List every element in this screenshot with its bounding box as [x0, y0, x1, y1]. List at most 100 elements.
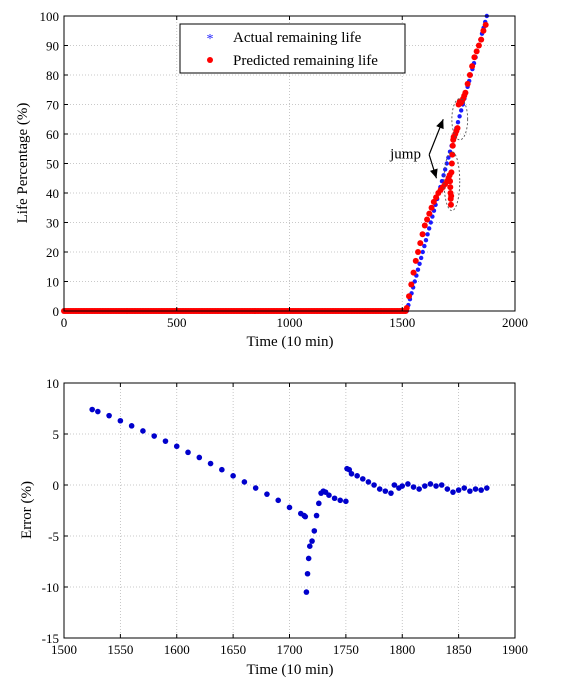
- jump-arrowhead: [429, 168, 438, 179]
- jump-highlight-ellipse: [451, 98, 469, 141]
- error-point: [337, 497, 344, 504]
- life-percentage-chart: 0 500 1000 1500 2000 0 10 20 30 40 50 60 70 80 90 100 T…: [15, 9, 528, 350]
- error-point: [230, 473, 236, 479]
- actual-life-point: [441, 173, 446, 178]
- jump-annotation-text: jump: [389, 147, 421, 163]
- error-point: [438, 482, 445, 488]
- error-point: [302, 513, 309, 520]
- error-point: [331, 495, 338, 502]
- error-point: [410, 484, 417, 490]
- x-tick-label: 1600: [164, 642, 190, 657]
- predicted-life-point: [482, 21, 489, 28]
- predicted-life-point: [428, 204, 435, 211]
- predicted-life-point: [415, 249, 422, 255]
- legend-box: [179, 23, 406, 74]
- error-point: [117, 417, 124, 424]
- x-axis-label: Time (10 min): [247, 334, 334, 350]
- error-point: [185, 449, 191, 456]
- error-point: [348, 470, 355, 477]
- error-point: [467, 488, 473, 494]
- actual-life-point: [418, 255, 424, 261]
- predicted-life-point: [417, 240, 424, 247]
- error-point: [433, 483, 439, 489]
- predicted-life-point: [480, 27, 487, 34]
- predicted-life-point: [412, 257, 419, 264]
- predicted-life-point: [430, 198, 437, 205]
- y-tick-label: 5: [53, 427, 60, 442]
- y-tick-label: 60: [46, 127, 59, 142]
- x-tick-label: 1700: [277, 642, 303, 657]
- y-tick-label: 90: [46, 39, 59, 54]
- predicted-life-point: [478, 36, 485, 43]
- error-point: [343, 498, 349, 505]
- predicted-life-point: [448, 169, 455, 176]
- error-point: [354, 473, 360, 479]
- error-point: [106, 412, 112, 419]
- predicted-life-point: [449, 151, 456, 158]
- x-tick-label: 1500: [51, 642, 77, 657]
- error-point: [405, 481, 411, 487]
- error-point: [444, 486, 451, 492]
- y-axis-label: Life Percentage (%): [15, 103, 31, 224]
- error-point: [309, 538, 315, 544]
- x-tick-label: 1550: [107, 642, 133, 657]
- error-point: [304, 570, 311, 577]
- actual-life-point: [425, 232, 430, 237]
- error-point: [391, 482, 398, 488]
- actual-life-point: [442, 167, 448, 172]
- x-tick-label: 500: [167, 315, 187, 330]
- error-point: [416, 486, 422, 492]
- legend: * Actual remaining life Predicted remain…: [179, 23, 406, 74]
- predicted-life-point: [424, 216, 431, 223]
- error-point: [399, 483, 406, 489]
- actual-life-point: [412, 279, 417, 284]
- error-point: [173, 443, 180, 450]
- predicted-life-point: [447, 201, 454, 208]
- error-point: [427, 481, 434, 487]
- error-point: [196, 454, 203, 461]
- x-tick-label: 0: [61, 315, 68, 330]
- actual-life-point: [415, 267, 421, 272]
- y-tick-label: 10: [46, 275, 59, 290]
- predicted-life-point: [408, 281, 415, 288]
- error-point: [313, 512, 320, 519]
- error-point: [359, 476, 366, 482]
- y-tick-label: 70: [46, 98, 59, 113]
- error-point: [140, 428, 146, 434]
- error-point: [128, 423, 135, 429]
- y-tick-label: 0: [53, 304, 60, 319]
- x-tick-label: 1750: [333, 642, 359, 657]
- error-chart: 1500 1550 1600 1650 1700 1750 1800 1850 1900 -15 -…: [19, 376, 528, 678]
- predicted-life-point: [403, 305, 410, 312]
- error-point: [472, 486, 479, 492]
- x-tick-label: 1000: [277, 315, 303, 330]
- predicted-life-point: [471, 54, 478, 61]
- error-point: [252, 485, 259, 491]
- predicted-life-point: [426, 210, 433, 217]
- actual-life-point: [428, 220, 433, 225]
- error-point: [450, 489, 456, 495]
- legend-label-predicted: Predicted remaining life: [233, 53, 378, 69]
- actual-life-point: [423, 238, 429, 243]
- error-point: [219, 466, 225, 473]
- error-point: [455, 487, 462, 493]
- x-tick-label: 1900: [502, 642, 528, 657]
- tick-labels: 1500 1550 1600 1650 1700 1750 1800 1850 1900 -15 -…: [42, 376, 528, 657]
- jump-annotation: jump: [389, 98, 469, 212]
- y-tick-label: 100: [40, 9, 60, 24]
- x-tick-label: 1500: [389, 315, 415, 330]
- error-point: [371, 482, 377, 488]
- x-axis-label: Time (10 min): [247, 662, 334, 678]
- y-tick-label: 80: [46, 68, 59, 83]
- y-axis-label: Error (%): [19, 481, 35, 539]
- predicted-life-point: [448, 160, 455, 167]
- y-tick-label: -5: [48, 529, 59, 544]
- error-point: [306, 543, 313, 549]
- error-point: [478, 487, 484, 493]
- error-point: [316, 500, 322, 507]
- error-point: [303, 589, 310, 595]
- actual-life-point: [455, 120, 461, 125]
- y-tick-label: 40: [46, 186, 59, 201]
- error-point: [286, 504, 293, 511]
